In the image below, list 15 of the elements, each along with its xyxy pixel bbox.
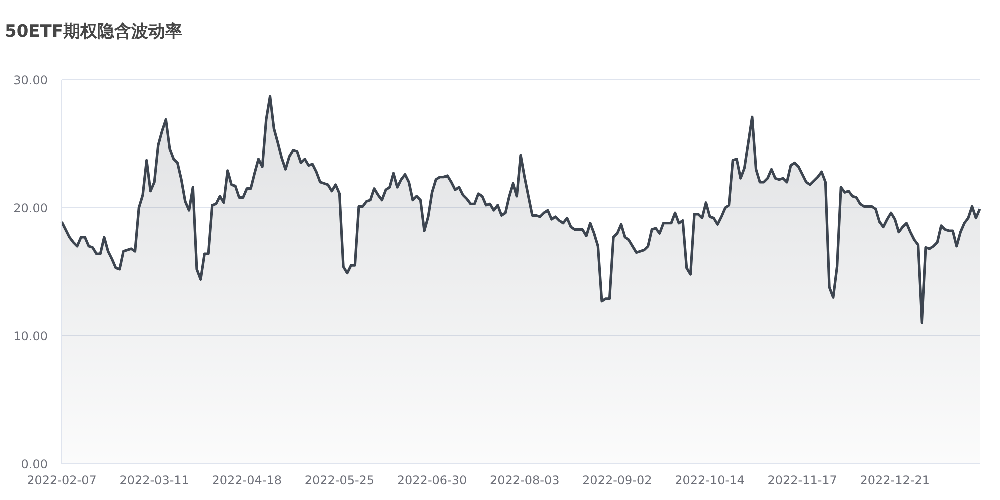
x-tick-label: 2022-03-11 xyxy=(120,474,190,488)
chart-title: 50ETF期权隐含波动率 xyxy=(5,21,182,43)
y-tick-label: 0.00 xyxy=(21,457,48,472)
x-tick-label: 2022-08-03 xyxy=(490,474,560,488)
x-tick-label: 2022-12-21 xyxy=(860,474,930,488)
y-tick-label: 10.00 xyxy=(14,329,48,344)
x-tick-label: 2022-09-02 xyxy=(582,474,652,488)
x-tick-label: 2022-04-18 xyxy=(212,474,282,488)
x-tick-label: 2022-05-25 xyxy=(304,474,375,488)
y-tick-label: 20.00 xyxy=(14,201,48,216)
x-tick-label: 2022-02-07 xyxy=(27,474,97,488)
x-tick-label: 2022-10-14 xyxy=(675,474,745,488)
x-tick-label: 2022-06-30 xyxy=(397,474,468,488)
x-tick-label: 2022-11-17 xyxy=(768,474,838,488)
y-tick-label: 30.00 xyxy=(14,73,48,88)
